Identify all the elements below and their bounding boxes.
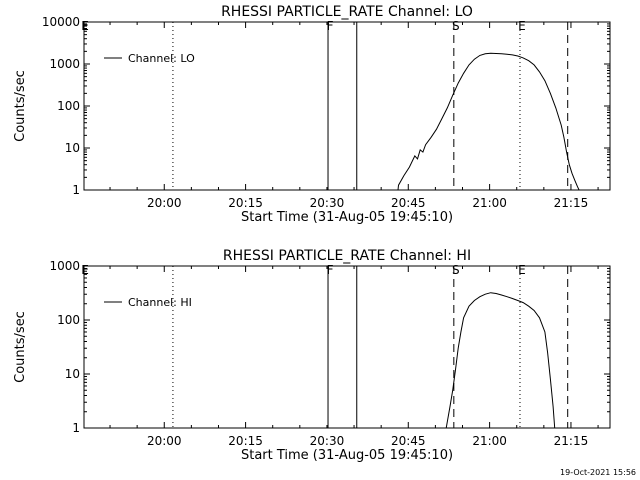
y-tick-label: 1 <box>72 183 80 197</box>
x-tick-label: 21:15 <box>554 434 589 448</box>
y-tick-label: 100 <box>57 313 80 327</box>
footer-timestamp: 19-Oct-2021 15:56 <box>560 468 636 477</box>
y-tick-label: 1 <box>72 421 80 435</box>
x-tick-label: 20:45 <box>391 196 426 210</box>
y-axis-label: Counts/sec <box>13 70 28 142</box>
hi-channel-chart: RHESSI PARTICLE_RATE Channel: HI 1 10 100 10… <box>13 248 611 463</box>
x-tick-label: 20:15 <box>228 434 263 448</box>
x-tick-label: 20:15 <box>228 196 263 210</box>
event-marker-label: E <box>81 19 89 33</box>
x-tick-label: 21:15 <box>554 196 589 210</box>
y-tick-label: 10 <box>65 141 80 155</box>
y-tick-label: 100 <box>57 99 80 113</box>
event-marker-label: F <box>327 263 334 277</box>
y-tick-label: 10 <box>65 367 80 381</box>
y-axis-label: Counts/sec <box>13 311 28 383</box>
x-tick-label: 20:30 <box>310 196 345 210</box>
plot-frame <box>83 265 611 429</box>
event-marker-label: S <box>452 263 460 277</box>
x-tick-label: 20:30 <box>310 434 345 448</box>
x-tick-label: 20:00 <box>147 196 182 210</box>
chart-title: RHESSI PARTICLE_RATE Channel: LO <box>221 4 473 20</box>
lo-channel-chart: RHESSI PARTICLE_RATE Channel: LO 1 10 100 10… <box>13 4 611 225</box>
x-axis-label: Start Time (31-Aug-05 19:45:10) <box>241 448 453 463</box>
y-tick-label: 1000 <box>49 57 80 71</box>
event-marker-label: F <box>327 19 334 33</box>
series-line <box>445 292 556 429</box>
legend-label: Channel: LO <box>128 52 195 65</box>
event-marker-label: E <box>81 263 89 277</box>
x-tick-label: 20:00 <box>147 434 182 448</box>
event-marker-label: E <box>518 19 526 33</box>
y-tick-label: 1000 <box>49 259 80 273</box>
chart-title: RHESSI PARTICLE_RATE Channel: HI <box>223 248 471 264</box>
event-marker-label: E <box>518 263 526 277</box>
series-line <box>397 52 580 191</box>
x-axis-label: Start Time (31-Aug-05 19:45:10) <box>241 210 453 225</box>
y-tick-label: 10000 <box>42 15 80 29</box>
legend-label: Channel: HI <box>128 296 192 309</box>
x-tick-label: 20:45 <box>391 434 426 448</box>
event-marker-label: S <box>452 19 460 33</box>
x-tick-label: 21:00 <box>472 196 507 210</box>
x-tick-label: 21:00 <box>472 434 507 448</box>
